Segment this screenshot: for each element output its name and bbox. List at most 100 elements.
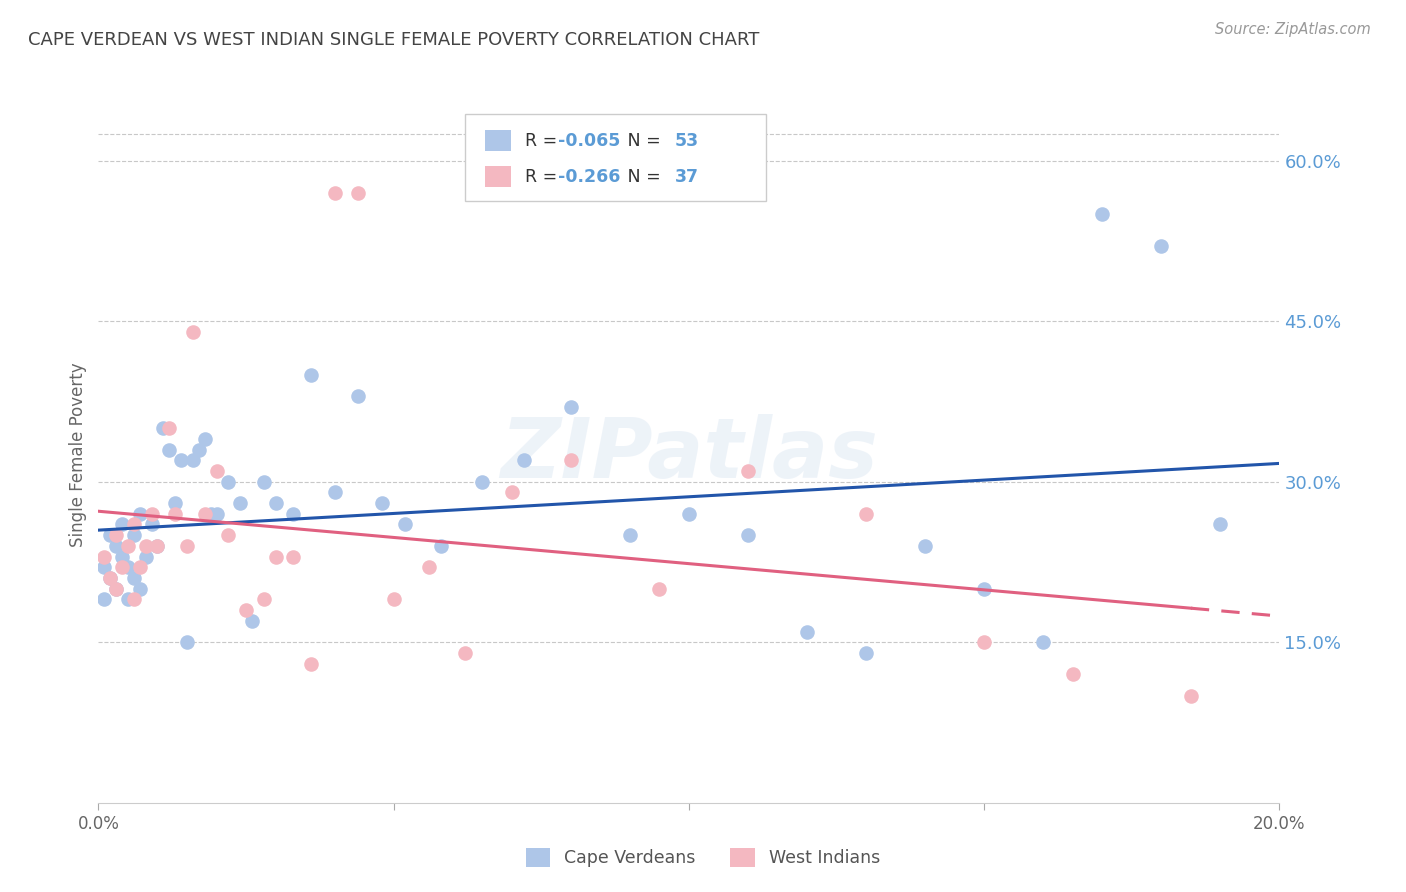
Point <box>855 507 877 521</box>
Point <box>105 582 128 596</box>
Point <box>111 560 134 574</box>
Point <box>347 186 370 200</box>
Point <box>855 646 877 660</box>
Point <box>152 421 174 435</box>
Legend: Cape Verdeans, West Indians: Cape Verdeans, West Indians <box>519 841 887 874</box>
Point <box>737 528 759 542</box>
Point <box>105 539 128 553</box>
Point <box>619 528 641 542</box>
Text: N =: N = <box>612 132 666 150</box>
Point <box>796 624 818 639</box>
Point <box>217 528 239 542</box>
Point <box>200 507 222 521</box>
Point <box>98 528 121 542</box>
Point <box>471 475 494 489</box>
Point <box>98 571 121 585</box>
Point <box>229 496 252 510</box>
Point <box>205 464 228 478</box>
Text: -0.065: -0.065 <box>558 132 620 150</box>
Point <box>128 582 150 596</box>
Point <box>264 549 287 564</box>
Text: 37: 37 <box>675 168 699 186</box>
Point <box>122 592 145 607</box>
Point <box>93 549 115 564</box>
Point <box>98 571 121 585</box>
Point <box>176 539 198 553</box>
Point <box>512 453 534 467</box>
Text: Source: ZipAtlas.com: Source: ZipAtlas.com <box>1215 22 1371 37</box>
Point <box>128 560 150 574</box>
Point <box>117 539 139 553</box>
Point <box>205 507 228 521</box>
Point <box>240 614 263 628</box>
Point <box>418 560 440 574</box>
Point <box>323 186 346 200</box>
FancyBboxPatch shape <box>485 130 510 151</box>
Point <box>135 539 157 553</box>
Point <box>146 539 169 553</box>
Point <box>678 507 700 521</box>
Text: R =: R = <box>524 168 562 186</box>
Point <box>253 475 276 489</box>
Text: 53: 53 <box>675 132 699 150</box>
Point <box>394 517 416 532</box>
Point <box>217 475 239 489</box>
Point <box>453 646 475 660</box>
Point <box>165 507 187 521</box>
Point <box>560 400 582 414</box>
Point <box>253 592 276 607</box>
Point <box>157 442 180 457</box>
Point <box>371 496 394 510</box>
Point <box>1091 207 1114 221</box>
Point <box>165 496 187 510</box>
Point <box>382 592 405 607</box>
Text: ZIPatlas: ZIPatlas <box>501 415 877 495</box>
Y-axis label: Single Female Poverty: Single Female Poverty <box>69 363 87 547</box>
Point <box>122 571 145 585</box>
Text: -0.266: -0.266 <box>558 168 620 186</box>
FancyBboxPatch shape <box>485 166 510 187</box>
Point <box>111 549 134 564</box>
Point <box>181 453 204 467</box>
Point <box>135 549 157 564</box>
Point <box>128 507 150 521</box>
Point <box>299 368 322 382</box>
Text: CAPE VERDEAN VS WEST INDIAN SINGLE FEMALE POVERTY CORRELATION CHART: CAPE VERDEAN VS WEST INDIAN SINGLE FEMAL… <box>28 31 759 49</box>
Point <box>194 432 217 446</box>
Point <box>737 464 759 478</box>
Point <box>141 517 163 532</box>
Point <box>105 528 128 542</box>
Point <box>111 517 134 532</box>
Point <box>141 507 163 521</box>
Point <box>93 560 115 574</box>
Point <box>122 528 145 542</box>
Point <box>176 635 198 649</box>
Point <box>264 496 287 510</box>
Text: R =: R = <box>524 132 562 150</box>
Point <box>122 517 145 532</box>
Point <box>430 539 453 553</box>
Point <box>146 539 169 553</box>
Point <box>1180 689 1202 703</box>
Point <box>283 507 305 521</box>
Point <box>323 485 346 500</box>
Point <box>299 657 322 671</box>
Point <box>105 582 128 596</box>
Point <box>117 592 139 607</box>
Point <box>283 549 305 564</box>
Point <box>1062 667 1084 681</box>
Point <box>648 582 671 596</box>
Point <box>157 421 180 435</box>
FancyBboxPatch shape <box>464 114 766 201</box>
Point <box>1150 239 1173 253</box>
Point <box>117 560 139 574</box>
Point <box>93 592 115 607</box>
Point <box>235 603 257 617</box>
Point <box>187 442 209 457</box>
Point <box>1209 517 1232 532</box>
Point <box>1032 635 1054 649</box>
Point <box>181 325 204 339</box>
Point <box>347 389 370 403</box>
Point <box>973 582 995 596</box>
Text: N =: N = <box>612 168 666 186</box>
